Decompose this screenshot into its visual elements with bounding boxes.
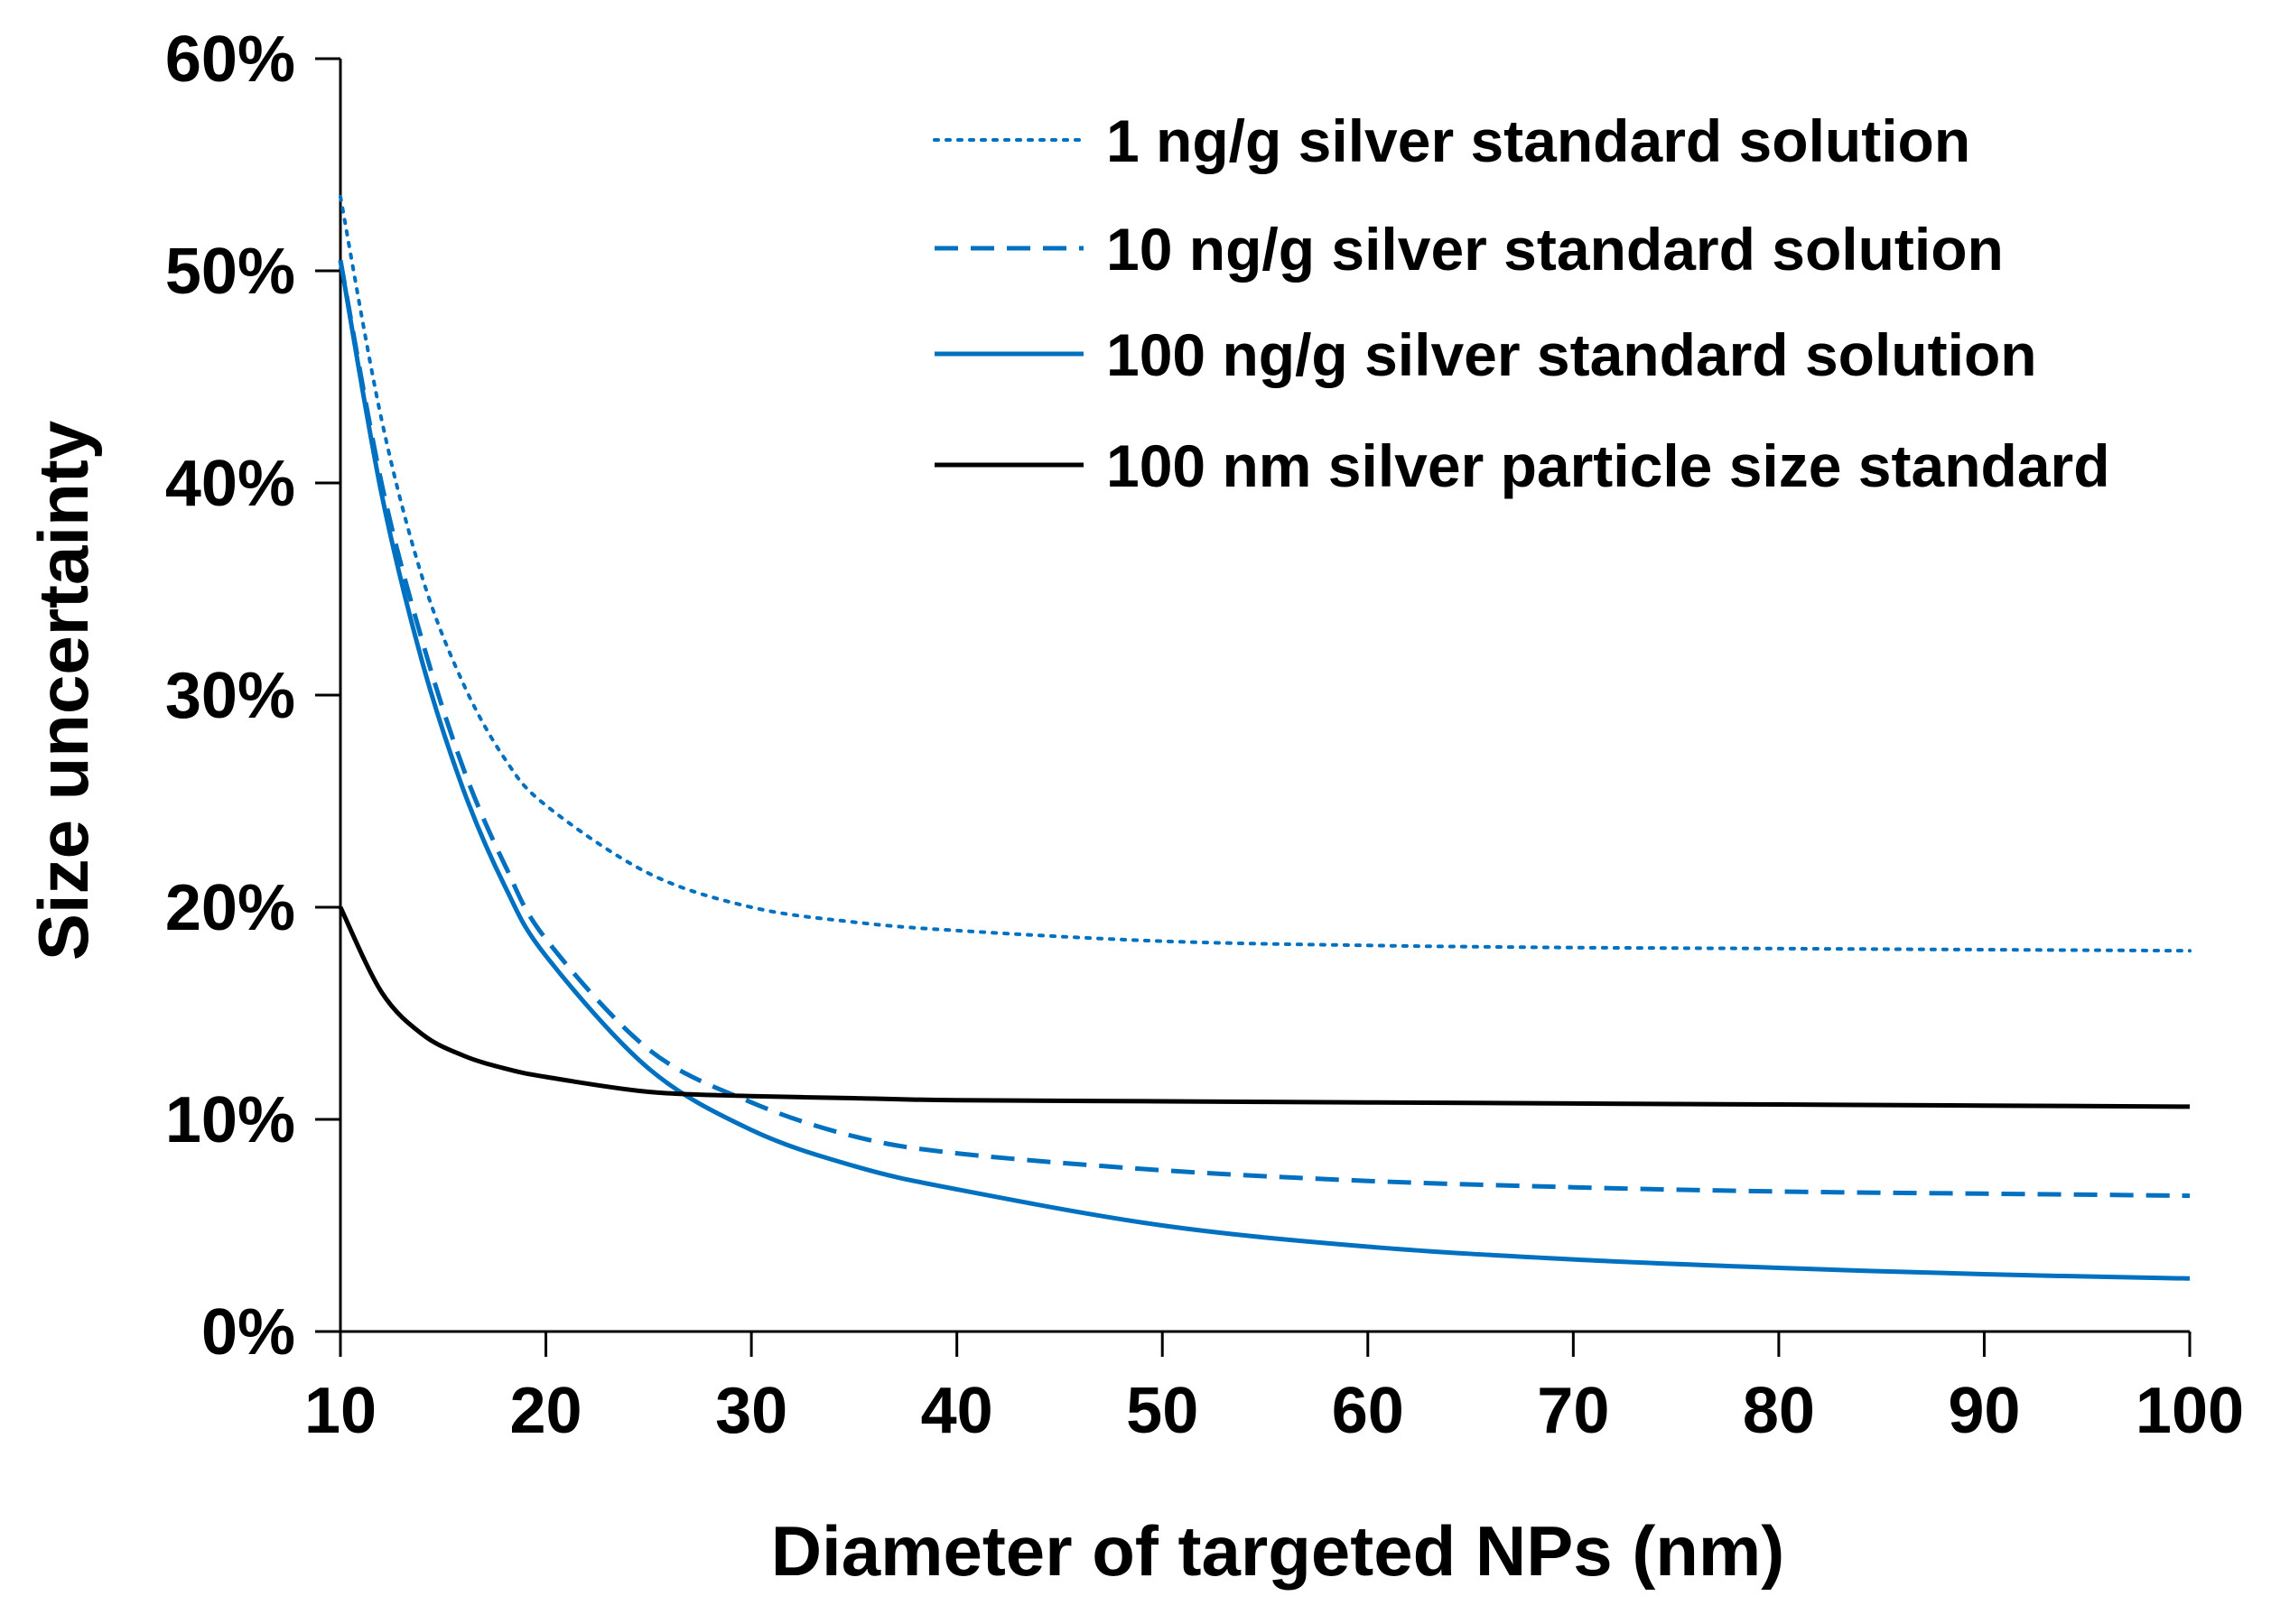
x-axis-title: Diameter of targeted NPs (nm) <box>771 1511 1785 1591</box>
y-tick-label: 60% <box>165 23 295 96</box>
series-line-2 <box>338 259 2191 1199</box>
series-line-4 <box>338 905 2191 1109</box>
y-tick-label: 50% <box>165 236 295 308</box>
x-tick-label: 90 <box>1948 1375 2020 1447</box>
x-tick-label: 80 <box>1743 1375 1815 1447</box>
legend-label-1: 1 ng/g silver standard solution <box>1106 107 1970 174</box>
y-tick-label: 10% <box>165 1084 295 1156</box>
y-tick-label: 30% <box>165 660 295 732</box>
x-tick-label: 60 <box>1332 1375 1404 1447</box>
x-tick-label: 20 <box>510 1375 582 1447</box>
legend-label-4: 100 nm silver particle size standard <box>1106 432 2110 499</box>
series-line-1 <box>339 194 2192 953</box>
x-tick-label: 10 <box>304 1375 377 1447</box>
axes: 0% 10% 20% 30% 40% 50% 60% 10 20 30 40 50 60 70 80 90 10… <box>165 23 2244 1447</box>
y-tick-label: 40% <box>165 448 295 520</box>
y-axis-title: Size uncertainty <box>23 421 103 960</box>
x-tick-label: 100 <box>2136 1375 2244 1447</box>
x-tick-label: 40 <box>921 1375 993 1447</box>
x-tick-label: 50 <box>1126 1375 1198 1447</box>
legend-label-3: 100 ng/g silver standard solution <box>1106 321 2037 388</box>
series-lines <box>338 194 2192 1281</box>
legend: 1 ng/g silver standard solution 10 ng/g s… <box>933 107 2110 499</box>
legend-label-2: 10 ng/g silver standard solution <box>1106 216 2004 283</box>
x-tick-label: 30 <box>715 1375 787 1447</box>
series-line-3 <box>338 259 2191 1281</box>
x-tick-label: 70 <box>1537 1375 1609 1447</box>
y-tick-label: 0% <box>201 1296 295 1369</box>
y-tick-label: 20% <box>165 872 295 944</box>
